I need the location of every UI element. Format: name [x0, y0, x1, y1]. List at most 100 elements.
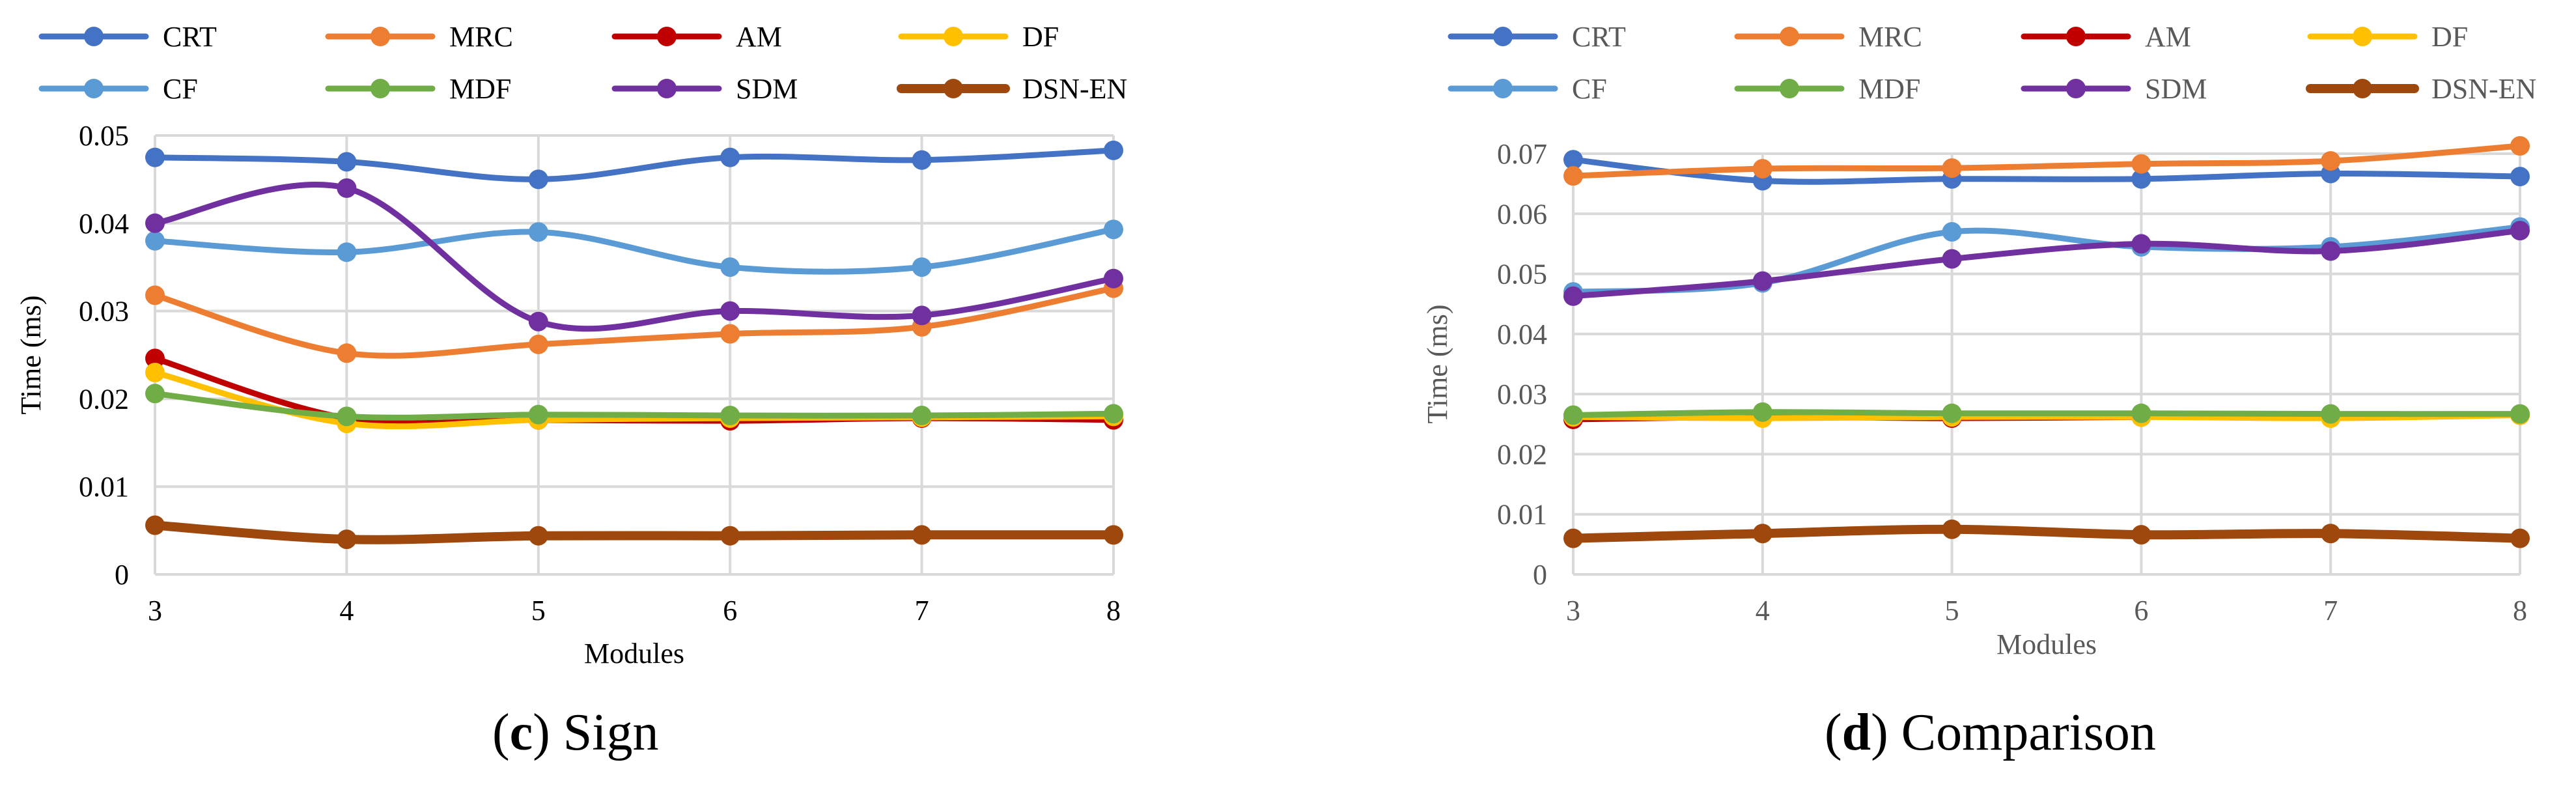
legend-entry: AM: [2021, 21, 2191, 53]
legend-marker: [1780, 27, 1799, 46]
legend-label: DF: [1022, 21, 1059, 53]
data-point: [528, 334, 548, 354]
data-point: [2321, 524, 2341, 544]
data-point: [912, 305, 932, 326]
data-point: [2510, 136, 2530, 156]
series-line: [152, 390, 1117, 421]
data-point: [145, 285, 165, 305]
legend-marker: [2066, 27, 2086, 46]
data-point: [2131, 234, 2151, 254]
series-line: [152, 182, 1117, 332]
data-point: [145, 147, 165, 167]
data-point: [2510, 221, 2530, 241]
series-line: [152, 147, 1117, 182]
caption-sign: (c) Sign: [492, 704, 659, 761]
series-dsn-en: [1563, 519, 2530, 548]
legend-entry: CRT: [38, 21, 217, 53]
x-tick-label: 8: [1106, 595, 1121, 626]
x-tick-label: 4: [339, 595, 354, 626]
data-point: [528, 311, 548, 331]
data-point: [1104, 525, 1123, 545]
y-tick-label: 0.02: [1497, 438, 1547, 470]
legend-entry: MRC: [325, 21, 513, 53]
caption-text: Sign: [563, 704, 659, 761]
series-line: [1570, 143, 2523, 179]
legend-marker: [84, 27, 104, 46]
legend-label: MDF: [1858, 73, 1920, 105]
data-point: [1563, 166, 1583, 186]
data-point: [720, 301, 740, 321]
y-tick-label: 0: [1533, 559, 1547, 591]
series-line: [1569, 524, 2525, 543]
legend-marker: [371, 27, 390, 46]
data-point: [2131, 403, 2151, 423]
y-axis-label: Time (ms): [1421, 305, 1453, 424]
series-mrc: [1563, 136, 2530, 186]
data-point: [1942, 403, 1962, 423]
legend: CRT MRC AM DF CF MDF SDM DSN-EN: [1448, 21, 2536, 105]
data-point: [2510, 404, 2530, 424]
y-tick-label: 0.03: [79, 296, 129, 328]
legend-marker: [2353, 79, 2372, 98]
data-point: [720, 526, 740, 546]
legend-entry: DSN-EN: [2306, 73, 2536, 105]
legend-marker: [1493, 79, 1513, 98]
series-sdm: [145, 178, 1123, 332]
data-point: [145, 231, 165, 251]
legend-marker: [657, 79, 677, 98]
x-tick-label: 7: [915, 595, 929, 626]
gridlines: [154, 134, 1115, 576]
series-line: [150, 520, 1118, 544]
y-tick-label: 0.05: [1497, 259, 1547, 290]
data-point: [1104, 268, 1123, 288]
data-point: [720, 257, 740, 277]
series-mdf: [145, 384, 1123, 427]
data-point: [528, 526, 548, 546]
series-crt: [145, 140, 1123, 190]
data-point: [2321, 404, 2341, 424]
data-point: [1563, 528, 1583, 548]
data-point: [1563, 286, 1583, 306]
data-point: [337, 406, 357, 427]
data-point: [145, 213, 165, 233]
legend-label: MDF: [449, 73, 511, 105]
data-point: [528, 222, 548, 242]
data-point: [1752, 524, 1772, 544]
series-dsn-en: [145, 515, 1123, 550]
legend-entry: DF: [898, 21, 1059, 53]
x-tick-label: 5: [1945, 595, 1959, 626]
legend-entry: AM: [611, 21, 782, 53]
data-point: [337, 343, 357, 363]
data-point: [912, 150, 932, 170]
caption-text: Comparison: [1901, 704, 2156, 761]
data-point: [145, 384, 165, 404]
legend-entry: MRC: [1734, 21, 1922, 53]
data-point: [2510, 167, 2530, 187]
data-point: [912, 406, 932, 426]
legend-label: CF: [1572, 73, 1607, 105]
x-tick-label: 4: [1756, 595, 1770, 626]
series-sdm: [1563, 221, 2530, 306]
series-line: [1570, 227, 2523, 300]
gridlines: [1572, 152, 2521, 576]
legend-entry: DSN-EN: [897, 73, 1127, 105]
y-tick-label: 0.06: [1497, 198, 1547, 230]
data-point: [1104, 404, 1123, 424]
data-point: [720, 147, 740, 167]
series-line: [1570, 224, 2523, 295]
data-point: [1942, 519, 1962, 539]
y-tick-label: 0: [115, 559, 129, 591]
y-tick-label: 0.01: [79, 471, 129, 503]
data-point: [337, 529, 357, 550]
x-tick-label: 3: [148, 595, 162, 626]
y-tick-label: 0.02: [79, 383, 129, 415]
x-tick-label: 5: [531, 595, 546, 626]
x-axis-label: Modules: [584, 638, 684, 669]
data-point: [1104, 219, 1123, 240]
y-tick-label: 0.04: [1497, 318, 1547, 350]
data-point: [1752, 402, 1772, 422]
chart-sign: 0 0.01 0.02 0.03 0.04 0.05 3 4 5 6 7 8 Modules Time (…: [15, 21, 1127, 669]
legend: CRT MRC AM DF CF MDF SDM DSN-EN: [38, 21, 1127, 105]
data-point: [1942, 221, 1962, 242]
data-point: [1563, 405, 1583, 425]
